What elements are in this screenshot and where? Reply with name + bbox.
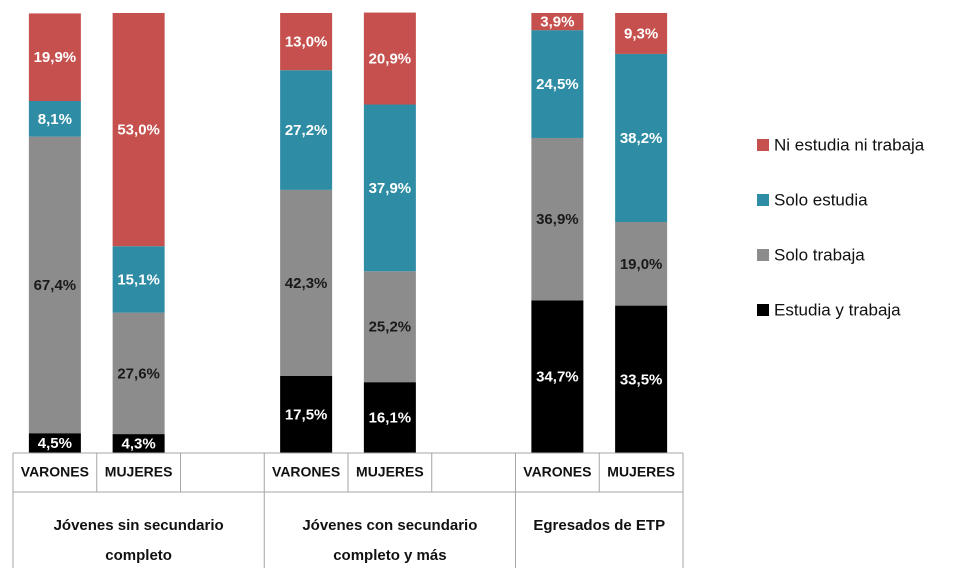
bar-segment <box>615 222 668 306</box>
bar-segment <box>112 246 165 313</box>
legend-label: Solo trabaja <box>774 245 865 264</box>
value-label: 27,6% <box>117 365 160 382</box>
value-label: 3,9% <box>540 14 574 31</box>
value-label: 15,1% <box>117 271 160 288</box>
value-label: 4,3% <box>122 436 156 453</box>
bar-segment <box>28 433 81 453</box>
group-label-line: Jóvenes sin secundario <box>54 517 224 534</box>
bar-segment <box>615 305 668 453</box>
value-label: 27,2% <box>285 122 328 139</box>
legend-swatch <box>757 194 769 206</box>
bar-segment <box>28 101 81 137</box>
category-label: MUJERES <box>105 464 173 480</box>
group-label: Egresados de ETP <box>533 517 665 534</box>
group-label-line: completo y más <box>333 547 446 564</box>
group-label-line: Jóvenes con secundario <box>302 517 477 534</box>
category-label: MUJERES <box>356 464 424 480</box>
value-label: 42,3% <box>285 275 328 292</box>
bar-segment <box>28 13 81 101</box>
value-label: 8,1% <box>38 111 72 128</box>
bar-segment <box>531 137 584 301</box>
value-label: 9,3% <box>624 25 658 42</box>
value-label: 20,9% <box>369 51 412 68</box>
value-label: 4,5% <box>38 435 72 452</box>
legend-label: Ni estudia ni trabaja <box>774 135 925 154</box>
bar-segment <box>363 382 416 453</box>
group-label: Jóvenes sin secundario completo <box>54 517 224 564</box>
value-label: 67,4% <box>34 277 77 294</box>
category-label: VARONES <box>21 464 89 480</box>
bar-segment <box>615 13 668 54</box>
value-label: 19,9% <box>34 49 77 66</box>
bar-segment <box>280 70 333 190</box>
value-label: 38,2% <box>620 130 663 147</box>
bar-segment <box>112 13 165 247</box>
legend-swatch <box>757 249 769 261</box>
value-label: 19,0% <box>620 256 663 273</box>
value-label: 33,5% <box>620 371 663 388</box>
bar-segment <box>112 312 165 435</box>
bar-segment <box>280 376 333 453</box>
value-label: 13,0% <box>285 34 328 51</box>
legend-label: Solo estudia <box>774 190 868 209</box>
bar-segment <box>280 13 333 71</box>
bar-segment <box>363 104 416 272</box>
category-label: MUJERES <box>607 464 675 480</box>
category-label: VARONES <box>523 464 591 480</box>
value-label: 25,2% <box>369 319 412 336</box>
value-label: 34,7% <box>536 369 579 386</box>
bar-segment <box>28 136 81 434</box>
value-label: 53,0% <box>117 122 160 139</box>
bar-segment <box>363 12 416 105</box>
value-label: 37,9% <box>369 180 412 197</box>
value-label: 24,5% <box>536 76 579 93</box>
value-label: 36,9% <box>536 211 579 228</box>
bar-segment <box>531 13 584 31</box>
bar-segment <box>112 434 165 453</box>
bar-segment <box>615 53 668 222</box>
category-label: VARONES <box>272 464 340 480</box>
group-label: Jóvenes con secundario completo y más <box>302 517 477 564</box>
group-label-line: completo <box>105 547 172 564</box>
bar-segment <box>280 189 333 376</box>
value-label: 16,1% <box>369 410 412 427</box>
bar-segment <box>531 300 584 453</box>
bar-segment <box>363 271 416 383</box>
legend-swatch <box>757 139 769 151</box>
bar-segment <box>531 30 584 138</box>
legend-label: Estudia y trabaja <box>774 300 901 319</box>
value-label: 17,5% <box>285 406 328 423</box>
legend-swatch <box>757 304 769 316</box>
